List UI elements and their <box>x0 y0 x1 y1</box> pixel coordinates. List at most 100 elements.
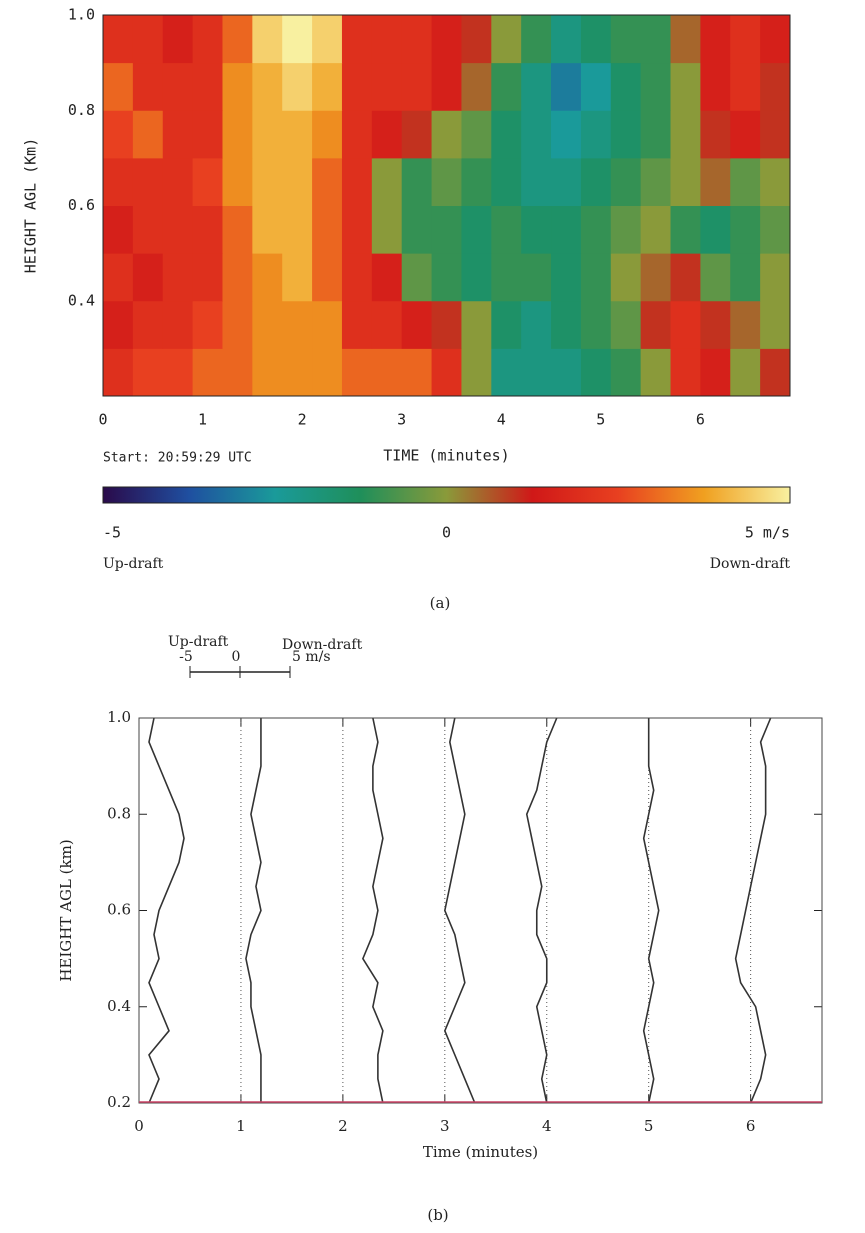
heat-cell <box>312 15 343 64</box>
heat-cell <box>580 110 612 159</box>
heat-cell <box>521 110 552 159</box>
heat-cell <box>610 300 642 349</box>
velocity-profile <box>245 718 262 1103</box>
heat-cell <box>730 157 761 206</box>
heat-cell <box>103 300 134 349</box>
heat-cell <box>551 348 582 397</box>
scale-bar-label: 5 m/s <box>292 649 331 665</box>
heat-cell <box>312 253 343 302</box>
heat-cell <box>461 15 492 64</box>
heat-cell <box>401 205 433 254</box>
x-tick-label: 6 <box>696 411 705 429</box>
velocity-profile <box>361 717 384 1104</box>
heat-cell <box>371 157 403 206</box>
plot-frame <box>138 717 823 1104</box>
y-tick-label: 1.0 <box>107 708 131 726</box>
heat-cell <box>282 205 313 254</box>
heat-cell <box>312 348 343 397</box>
x-tick-label: 3 <box>397 411 406 429</box>
y-tick-label: 0.4 <box>107 997 131 1015</box>
heat-cell <box>551 205 582 254</box>
velocity-profile <box>525 717 558 1104</box>
x-tick-label: 4 <box>497 411 506 429</box>
heat-cell <box>551 253 582 302</box>
heat-cell <box>401 253 433 302</box>
heat-cell <box>670 253 701 302</box>
colorbar-tick-label: -5 <box>103 524 121 542</box>
heat-cell <box>132 157 164 206</box>
velocity-profile <box>443 717 476 1104</box>
heat-cell <box>610 15 642 64</box>
heat-cell <box>551 157 582 206</box>
x-tick-label: 2 <box>338 1117 348 1135</box>
heat-cell <box>401 300 433 349</box>
heat-cell <box>162 253 194 302</box>
heat-cell <box>431 205 462 254</box>
x-tick-label: 2 <box>298 411 307 429</box>
heat-cell <box>760 157 791 206</box>
heat-cell <box>222 348 253 397</box>
x-axis-label: TIME (minutes) <box>383 447 509 465</box>
heat-cell <box>730 110 761 159</box>
heat-cell <box>222 110 253 159</box>
heat-cell <box>431 253 462 302</box>
heat-cell <box>610 348 642 397</box>
heat-cell <box>282 348 313 397</box>
heat-cell <box>192 110 223 159</box>
heat-cell <box>192 253 223 302</box>
heat-cell <box>521 205 552 254</box>
heat-cell <box>491 62 522 111</box>
heat-cell <box>192 300 223 349</box>
heat-cell <box>341 157 373 206</box>
heat-cell <box>700 62 731 111</box>
heat-cell <box>103 110 134 159</box>
heat-cell <box>371 205 403 254</box>
heat-cell <box>610 62 642 111</box>
heat-cell <box>312 62 343 111</box>
heat-cell <box>640 348 672 397</box>
heat-cell <box>162 110 194 159</box>
heat-cell <box>730 62 761 111</box>
x-tick-label: 0 <box>134 1117 144 1135</box>
heat-cell <box>252 253 283 302</box>
heat-cell <box>282 157 313 206</box>
heat-cell <box>610 205 642 254</box>
velocity-profile <box>148 717 185 1104</box>
heat-cell <box>431 15 462 64</box>
heat-cell <box>610 157 642 206</box>
heat-cell <box>580 62 612 111</box>
heat-cell <box>431 62 462 111</box>
heat-cell <box>640 15 672 64</box>
heat-cell <box>162 348 194 397</box>
x-tick-label: 0 <box>98 411 107 429</box>
x-tick-label: 5 <box>644 1117 654 1135</box>
heat-cell <box>341 348 373 397</box>
colorbar-tick-label: 5 m/s <box>745 524 790 542</box>
heat-cell <box>551 110 582 159</box>
heat-cell <box>252 348 283 397</box>
heat-cell <box>162 157 194 206</box>
heat-cell <box>132 300 164 349</box>
heat-cell <box>192 348 223 397</box>
heat-cell <box>341 253 373 302</box>
heat-cell <box>461 253 492 302</box>
heat-cell <box>132 253 164 302</box>
heat-cell <box>461 205 492 254</box>
heat-cell <box>341 62 373 111</box>
heat-cell <box>132 15 164 64</box>
heat-cell <box>760 62 791 111</box>
scale-bar-low-label: Up-draft <box>168 634 229 650</box>
heat-cell <box>760 253 791 302</box>
heat-cell <box>132 348 164 397</box>
heat-cell <box>521 253 552 302</box>
colorbar-high-label: Down-draft <box>710 556 791 572</box>
heat-cell <box>551 15 582 64</box>
x-tick-label: 6 <box>746 1117 756 1135</box>
colorbar <box>102 486 791 504</box>
y-tick-label: 0.6 <box>68 196 95 214</box>
scale-bar-label: -5 <box>179 649 193 665</box>
heat-cell <box>162 300 194 349</box>
heat-cell <box>580 157 612 206</box>
